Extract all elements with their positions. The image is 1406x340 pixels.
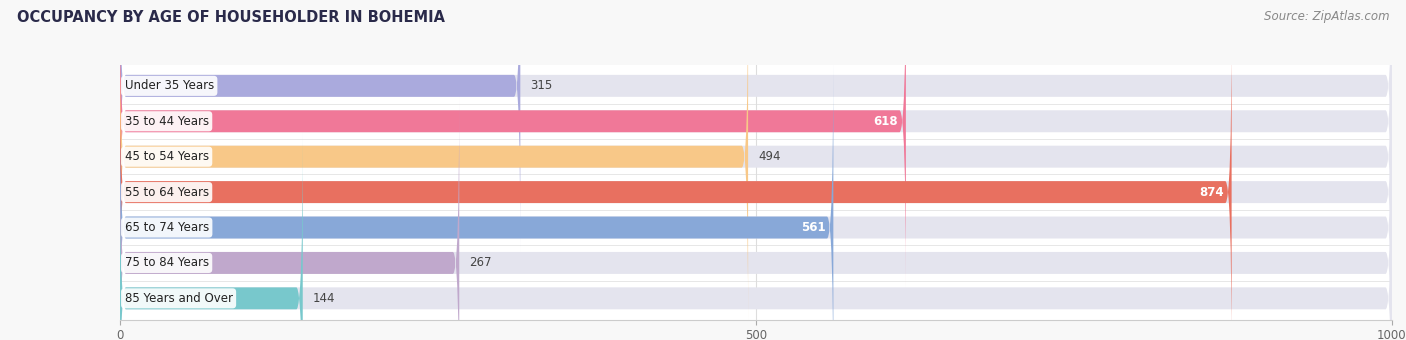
Text: 618: 618 — [873, 115, 898, 128]
Text: 315: 315 — [530, 79, 553, 92]
Text: 561: 561 — [801, 221, 825, 234]
FancyBboxPatch shape — [120, 97, 1392, 340]
Text: OCCUPANCY BY AGE OF HOUSEHOLDER IN BOHEMIA: OCCUPANCY BY AGE OF HOUSEHOLDER IN BOHEM… — [17, 10, 444, 25]
FancyBboxPatch shape — [120, 62, 834, 340]
Text: 85 Years and Over: 85 Years and Over — [125, 292, 232, 305]
FancyBboxPatch shape — [120, 26, 1232, 340]
FancyBboxPatch shape — [120, 97, 460, 340]
Text: 35 to 44 Years: 35 to 44 Years — [125, 115, 208, 128]
FancyBboxPatch shape — [120, 0, 1392, 287]
Text: Under 35 Years: Under 35 Years — [125, 79, 214, 92]
Text: 494: 494 — [758, 150, 780, 163]
FancyBboxPatch shape — [120, 132, 1392, 340]
Text: 55 to 64 Years: 55 to 64 Years — [125, 186, 208, 199]
Text: Source: ZipAtlas.com: Source: ZipAtlas.com — [1264, 10, 1389, 23]
Text: 75 to 84 Years: 75 to 84 Years — [125, 256, 208, 269]
Text: 144: 144 — [314, 292, 336, 305]
Text: 45 to 54 Years: 45 to 54 Years — [125, 150, 208, 163]
FancyBboxPatch shape — [120, 0, 1392, 323]
Text: 267: 267 — [470, 256, 492, 269]
Text: 874: 874 — [1199, 186, 1225, 199]
Text: 65 to 74 Years: 65 to 74 Years — [125, 221, 209, 234]
FancyBboxPatch shape — [120, 0, 1392, 252]
FancyBboxPatch shape — [120, 132, 302, 340]
FancyBboxPatch shape — [120, 26, 1392, 340]
FancyBboxPatch shape — [120, 62, 1392, 340]
FancyBboxPatch shape — [120, 0, 905, 287]
FancyBboxPatch shape — [120, 0, 748, 323]
FancyBboxPatch shape — [120, 0, 520, 252]
